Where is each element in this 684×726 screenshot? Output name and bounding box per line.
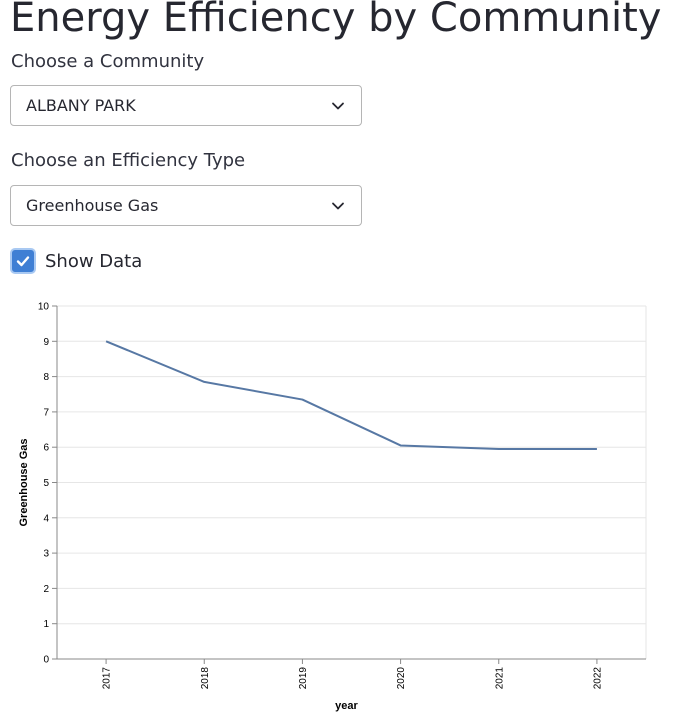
efficiency-type-label: Choose an Efficiency Type bbox=[11, 150, 246, 171]
y-tick-label: 1 bbox=[43, 619, 49, 630]
show-data-checkbox-row[interactable]: Show Data bbox=[10, 247, 142, 275]
x-tick-label: 2018 bbox=[200, 667, 211, 690]
y-tick-label: 7 bbox=[43, 407, 49, 418]
y-tick-label: 10 bbox=[38, 302, 50, 313]
chart-gridlines bbox=[57, 305, 647, 660]
x-tick-label: 2021 bbox=[494, 667, 505, 690]
y-tick-label: 0 bbox=[43, 655, 49, 666]
y-tick-label: 5 bbox=[43, 478, 49, 489]
community-select-value: ALBANY PARK bbox=[26, 96, 136, 115]
chart-series bbox=[105, 340, 597, 450]
x-tick-label: 2017 bbox=[102, 667, 113, 690]
chevron-down-icon bbox=[332, 202, 344, 210]
community-label: Choose a Community bbox=[11, 51, 205, 72]
x-tick-label: 2022 bbox=[592, 667, 603, 690]
x-tick-label: 2020 bbox=[396, 667, 407, 690]
y-tick-label: 6 bbox=[43, 443, 49, 454]
chevron-down-icon bbox=[332, 102, 344, 110]
show-data-checkbox[interactable] bbox=[10, 248, 36, 274]
y-tick-label: 4 bbox=[43, 513, 49, 524]
chart-labels: 0 1 2 3 4 5 6 7 8 9 10 2017 2018 2019 2020 2021 2022 year… bbox=[18, 302, 603, 713]
y-tick-label: 2 bbox=[43, 584, 49, 595]
x-axis-title: year bbox=[335, 700, 358, 712]
series-line bbox=[105, 340, 597, 450]
y-tick-label: 9 bbox=[43, 337, 49, 348]
show-data-label: Show Data bbox=[45, 250, 143, 272]
y-tick-label: 3 bbox=[43, 549, 49, 560]
community-select[interactable]: ALBANY PARK bbox=[10, 85, 362, 126]
efficiency-type-select-value: Greenhouse Gas bbox=[26, 196, 159, 215]
x-tick-label: 2019 bbox=[298, 667, 309, 690]
y-tick-label: 8 bbox=[43, 372, 49, 383]
checkmark-icon bbox=[16, 256, 30, 267]
y-axis-title: Greenhouse Gas bbox=[18, 438, 30, 526]
page-title: Energy Efficiency by Community bbox=[10, 0, 662, 41]
efficiency-type-select[interactable]: Greenhouse Gas bbox=[10, 185, 362, 226]
line-chart: 0 1 2 3 4 5 6 7 8 9 10 2017 2018 2019 2020 2021 2022 year… bbox=[18, 302, 647, 713]
chart-axes bbox=[52, 305, 646, 664]
